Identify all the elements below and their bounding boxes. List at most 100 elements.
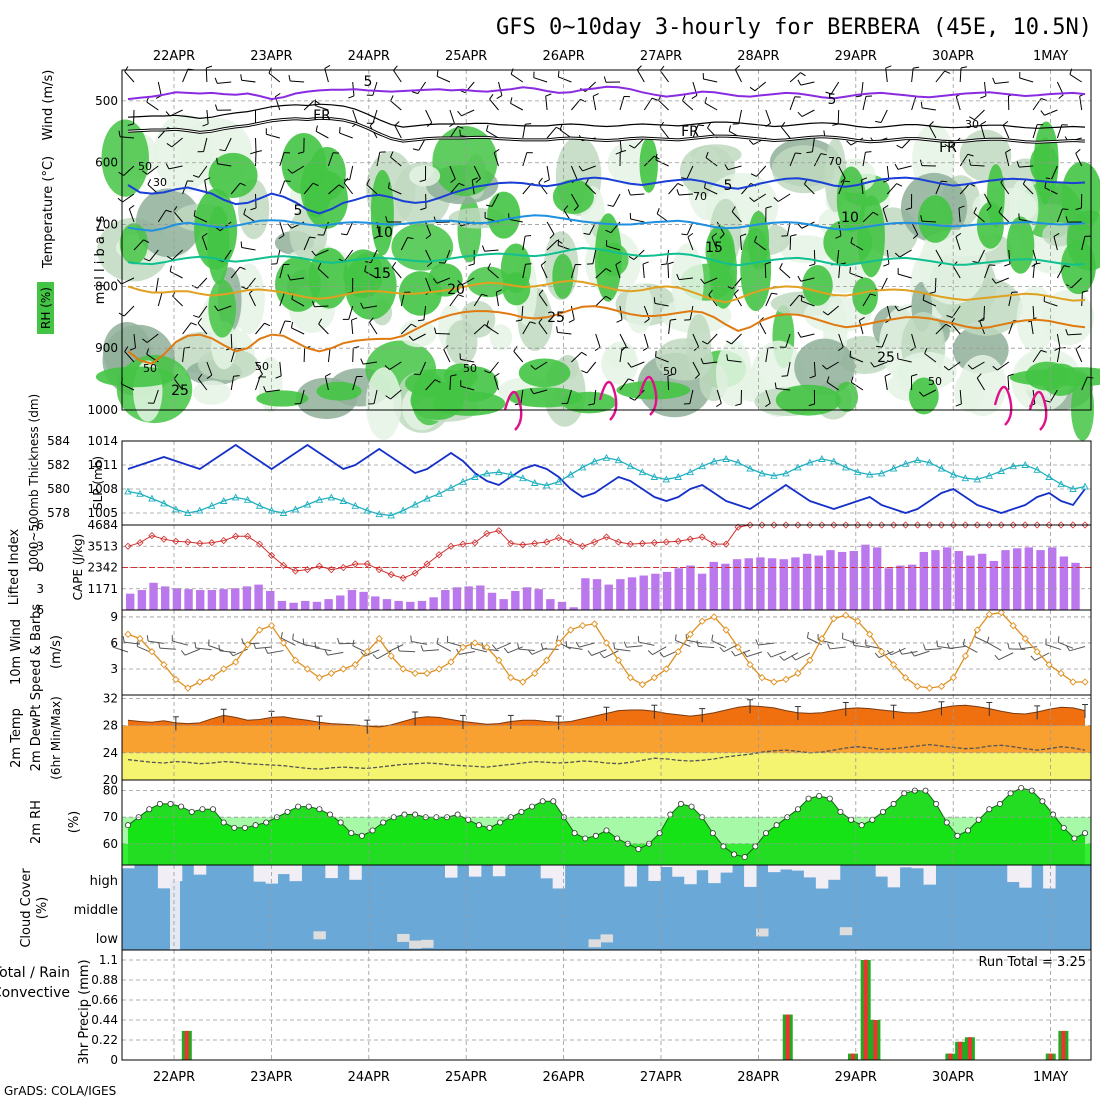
wind-barb-flag [998, 206, 1003, 213]
rh-shade [489, 324, 513, 351]
lifted-index-marker [734, 523, 742, 531]
cape-tick-label: 3513 [87, 539, 118, 553]
rh-2m-marker [986, 806, 993, 813]
wind-barb-flag [1040, 349, 1047, 353]
wind-barb-flag [117, 279, 122, 285]
wind-barb [370, 249, 378, 263]
wind-10m-barb [507, 646, 523, 654]
rh-shade [655, 338, 714, 381]
wind-barb [246, 277, 256, 290]
wind-barb-flag [992, 365, 998, 371]
wind-barb-flag [193, 314, 200, 318]
wind-barb [787, 361, 791, 376]
wind-barb-flag [583, 232, 590, 236]
contour-label: 15 [373, 266, 391, 282]
rh-2m-marker [316, 806, 323, 813]
thickness-marker [650, 473, 659, 480]
rh-2m-marker [571, 830, 578, 837]
wind-barb-flag [240, 241, 243, 248]
lifted-index-marker [1057, 521, 1065, 529]
rh-2m-marker [933, 800, 940, 807]
cape-bar [767, 558, 777, 610]
wind-barb [800, 277, 815, 282]
cloud-clear-high [911, 865, 925, 869]
cloud-clear-high [899, 865, 913, 868]
wind-10m-side-label: 10m Wind [9, 619, 24, 685]
wind-barb [243, 213, 256, 223]
isotherm-20 [127, 279, 1086, 304]
wind-barb-flag [559, 123, 563, 130]
precip-convective-bar [785, 1014, 790, 1060]
wind-barb [449, 375, 452, 391]
top-date-label: 30APR [932, 49, 974, 64]
wind-barb-flag [129, 204, 135, 210]
wind-barb [1030, 320, 1034, 335]
wind-barb-flag [651, 97, 658, 101]
wind-barb [849, 356, 864, 363]
wind-barb-flag [865, 151, 872, 153]
wind-barb [279, 264, 284, 279]
wind-10m-marker [602, 639, 611, 647]
lifted-index-marker [794, 521, 802, 529]
rh-shade [715, 340, 752, 407]
wind-barb-flag [740, 233, 747, 237]
wind-barb [1002, 124, 1010, 139]
wind-barb [449, 109, 455, 124]
lifted-index-marker [411, 569, 419, 577]
lifted-index-marker [579, 542, 587, 550]
wind-barb [585, 183, 597, 195]
wind-barb-flag [980, 120, 987, 125]
cape-bar [511, 590, 520, 610]
wind-barb [634, 137, 645, 149]
wind-barb [419, 361, 427, 376]
cape-bar [581, 578, 590, 610]
thickness-marker [1021, 461, 1029, 468]
wind-barb [522, 236, 526, 251]
rh-2m-marker [241, 824, 248, 831]
wind-barb [595, 268, 607, 279]
thickness-marker [806, 458, 814, 466]
cloud-clear-high [492, 865, 506, 877]
wind-barb [959, 389, 962, 404]
rh-2m-marker [837, 808, 844, 815]
cloud-clear-high [540, 865, 554, 879]
wind-barb [146, 101, 159, 111]
rh-2m-marker [550, 798, 557, 805]
wind-barb-flag [724, 164, 729, 170]
wind-barb [1044, 187, 1058, 195]
wind-barb [279, 152, 285, 167]
rh-2m-marker [146, 806, 153, 813]
wind-barb [666, 249, 670, 264]
thickness-marker [124, 487, 132, 495]
rh-2m-marker [805, 795, 812, 802]
wind-10m-marker [399, 665, 407, 673]
top-date-label: 22APR [153, 49, 195, 64]
thickness-marker [184, 509, 192, 516]
wind-barb-flag [616, 319, 623, 323]
wind-barb-flag [284, 320, 291, 323]
wind-barb-flag [557, 70, 560, 77]
wind-10m-marker [495, 656, 503, 664]
thickness-marker [196, 506, 204, 514]
wind-barb [897, 273, 912, 279]
rh-2m-marker [348, 830, 355, 837]
wind-barb [631, 361, 645, 368]
wind-10m-marker [387, 652, 395, 660]
wind-10m-marker [830, 615, 838, 623]
rh-tick-label: 60 [103, 837, 118, 851]
rh-2m-marker [614, 835, 621, 842]
wind-10m-barb [770, 650, 787, 658]
contour-label: 70 [693, 190, 707, 203]
wind-barb [201, 236, 208, 251]
rh-2m-marker [879, 808, 886, 815]
wind-10m-barb [303, 643, 320, 648]
wind-barb [811, 137, 815, 152]
lifted-index-marker [937, 521, 946, 529]
cape-bar [744, 558, 753, 610]
thickness-marker [734, 458, 742, 466]
wind-10m-barb-flag [827, 643, 831, 650]
wind-barb [636, 69, 645, 83]
wind-barb [659, 126, 669, 139]
rh-2m-marker [125, 822, 132, 829]
cape-bar [196, 590, 205, 610]
